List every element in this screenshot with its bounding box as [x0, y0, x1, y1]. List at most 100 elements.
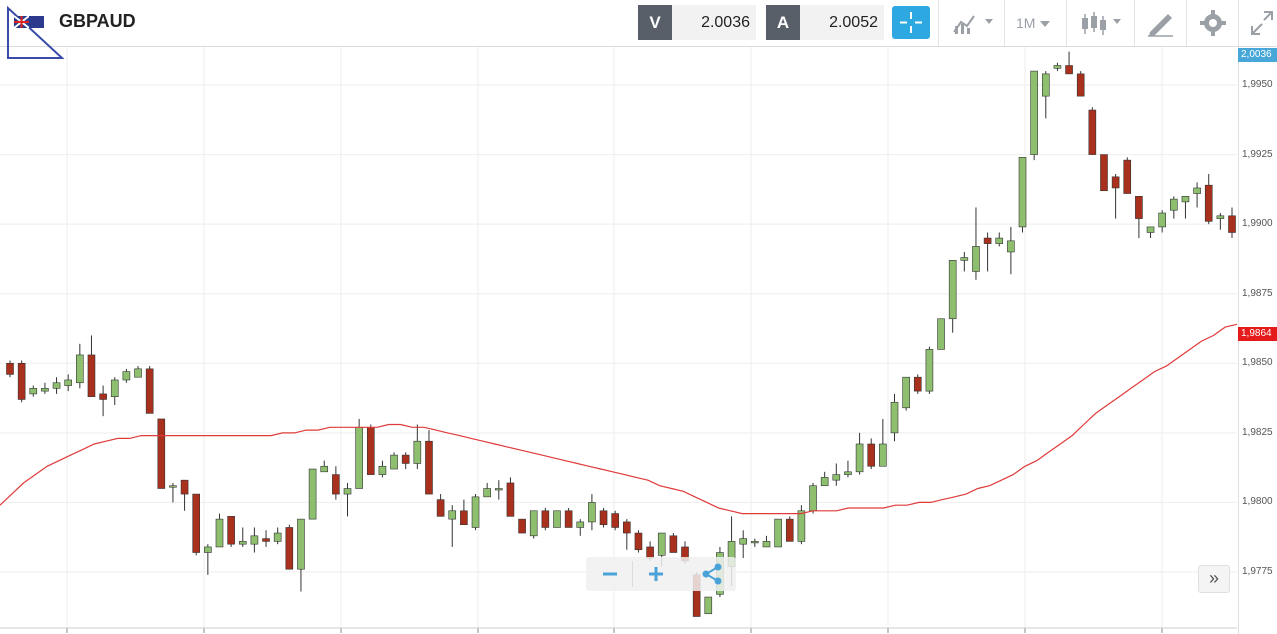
candle-up: [820, 477, 829, 487]
zoom-in-icon: [649, 567, 663, 581]
candle-up: [925, 349, 934, 392]
y-tick-label: 1,9775: [1242, 566, 1273, 577]
candle-type-icon: [1082, 12, 1121, 35]
fullscreen-icon: [1251, 11, 1273, 35]
candle-down: [285, 527, 294, 570]
candle-down: [1111, 176, 1120, 189]
current-price-tag: 2,0036: [1238, 48, 1277, 62]
candle-down: [460, 510, 468, 525]
candle-up: [809, 485, 817, 512]
scroll-right-button[interactable]: »: [1198, 565, 1230, 593]
moving-average-line: [0, 323, 1238, 515]
candle-up: [471, 496, 480, 528]
candle-up: [308, 468, 317, 520]
zoom-in-button[interactable]: [634, 557, 678, 591]
candle-up: [774, 518, 782, 548]
candle-up: [355, 426, 363, 489]
candle-down: [623, 521, 631, 534]
timeframe-button[interactable]: 1M: [1016, 8, 1060, 38]
candle-down: [192, 493, 201, 553]
candle-up: [1007, 240, 1015, 253]
candle-down: [913, 376, 922, 392]
candle-up: [529, 510, 538, 537]
candle-down: [157, 418, 166, 489]
candle-down: [87, 354, 96, 397]
candle-down: [227, 516, 235, 545]
candle-up: [41, 388, 49, 392]
candle-up: [704, 596, 713, 615]
candle-up: [832, 474, 841, 481]
candle-down: [611, 513, 619, 528]
candle-up: [494, 488, 503, 491]
candle-down: [669, 535, 678, 553]
candle-up: [1030, 70, 1038, 155]
candle-down: [17, 362, 26, 400]
candle-down: [332, 474, 340, 495]
flag-icon: [14, 16, 44, 28]
candle-up: [122, 371, 131, 381]
candle-up: [1041, 73, 1050, 97]
candle-down: [1065, 65, 1073, 75]
chart-toolbar: GBPAUD V 2.0036 A 2.0052 1M: [0, 0, 1277, 59]
candle-down: [99, 393, 107, 400]
timeframe-label: 1M: [1016, 15, 1036, 31]
candle-up: [1216, 215, 1225, 219]
sell-price[interactable]: 2.0036: [701, 14, 750, 31]
candle-up: [297, 518, 305, 570]
candle-down: [1088, 109, 1097, 155]
draw-button[interactable]: [1146, 8, 1176, 38]
candle-up: [1146, 226, 1155, 233]
draw-icon: [1148, 14, 1173, 37]
candle-up: [576, 521, 585, 528]
y-tick-label: 1,9825: [1242, 426, 1273, 438]
indicators-icon: [953, 15, 993, 34]
y-tick-label: 1,9850: [1242, 357, 1273, 369]
candle-up: [1193, 187, 1201, 194]
sell-label[interactable]: V: [638, 5, 672, 40]
candle-up: [960, 257, 969, 261]
candle-down: [180, 479, 189, 495]
candle-down: [785, 518, 794, 542]
candle-down: [366, 426, 375, 475]
y-tick-label: 1,9900: [1242, 218, 1273, 230]
buy-label[interactable]: A: [766, 5, 800, 40]
candle-down: [425, 440, 433, 495]
corner-triangle-icon: [7, 5, 65, 59]
candle-up: [238, 541, 247, 545]
candle-up: [320, 465, 329, 473]
candle-up: [972, 246, 980, 272]
candle-down: [541, 510, 550, 528]
candle-up: [448, 510, 457, 520]
candle-down: [145, 368, 154, 414]
buy-price[interactable]: 2.0052: [829, 14, 878, 31]
candle-up: [134, 368, 142, 378]
candle-up: [110, 379, 119, 397]
fullscreen-button[interactable]: [1248, 8, 1276, 38]
candle-up: [64, 379, 72, 386]
candle-up: [273, 532, 282, 542]
candle-down: [6, 362, 14, 375]
candle-up: [1158, 212, 1166, 228]
candle-down: [436, 499, 445, 517]
candle-up: [1053, 65, 1062, 69]
crosshair-button[interactable]: [892, 6, 930, 39]
candle-up: [1181, 196, 1190, 203]
candle-down: [1123, 159, 1132, 194]
y-tick-label: 1,9925: [1242, 148, 1273, 160]
candle-type-button[interactable]: [1080, 8, 1126, 38]
settings-button[interactable]: [1198, 8, 1228, 38]
candle-up: [902, 376, 910, 409]
candle-down: [518, 518, 526, 534]
zoom-controls: [586, 557, 736, 591]
indicators-button[interactable]: [952, 8, 998, 38]
scroll-right-icon: »: [1208, 568, 1219, 588]
candle-down: [1135, 196, 1143, 219]
y-tick-label: 1,9950: [1242, 79, 1273, 90]
candle-up: [29, 388, 38, 395]
candle-up: [76, 354, 84, 384]
zoom-out-button[interactable]: [588, 557, 632, 591]
share-button[interactable]: [690, 557, 734, 591]
y-tick-label: 1,9800: [1242, 496, 1273, 508]
candle-up: [169, 485, 177, 488]
